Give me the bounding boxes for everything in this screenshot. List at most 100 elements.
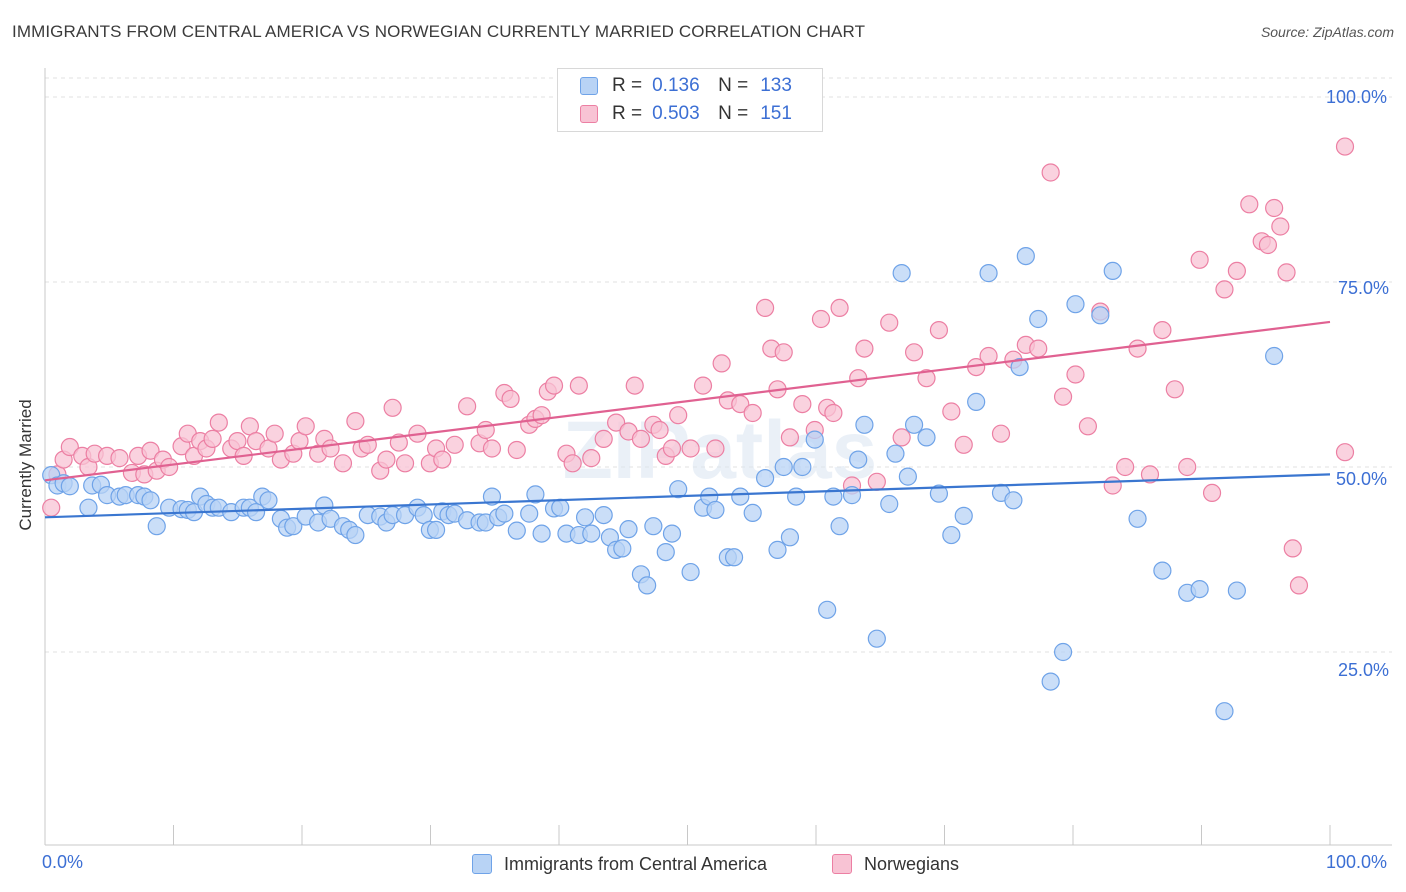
data-point — [662, 524, 682, 543]
bottom-legend-label: Norwegians — [864, 853, 960, 874]
data-point — [644, 517, 663, 536]
data-point — [265, 424, 284, 443]
data-point — [520, 504, 539, 523]
data-point — [532, 406, 551, 425]
data-point — [1016, 247, 1035, 266]
data-point — [395, 454, 415, 473]
data-point — [259, 491, 278, 510]
data-point — [1265, 346, 1284, 366]
data-point — [755, 298, 775, 317]
data-point — [774, 457, 793, 477]
data-point — [1190, 579, 1209, 599]
data-point — [818, 600, 837, 619]
data-point — [917, 369, 936, 388]
data-point — [662, 439, 682, 458]
data-point — [377, 450, 396, 469]
data-point — [141, 491, 160, 510]
data-point — [79, 498, 98, 517]
data-point — [526, 485, 545, 504]
data-point — [830, 517, 849, 536]
y-tick-label-50: 50.0% — [1336, 469, 1388, 489]
data-point — [780, 428, 800, 447]
data-point — [544, 376, 564, 395]
data-point — [1215, 280, 1234, 299]
data-point — [855, 415, 874, 434]
data-point — [445, 435, 464, 454]
data-point — [1128, 509, 1147, 528]
data-point — [793, 395, 812, 414]
data-point — [631, 429, 651, 448]
legend-r-label: R = — [612, 75, 643, 96]
data-point — [110, 449, 129, 468]
data-point — [501, 389, 520, 409]
data-point — [787, 487, 806, 506]
x-tick-label-min: 0.0% — [42, 852, 84, 872]
y-tick-label-100: 100.0% — [1326, 87, 1388, 107]
data-point — [904, 343, 924, 362]
data-point — [1153, 321, 1172, 340]
data-point — [1178, 457, 1197, 477]
data-point — [582, 449, 601, 468]
bottom-legend-central-america: Immigrants from Central America — [472, 852, 767, 876]
bottom-legend-swatch-blue — [472, 854, 492, 874]
data-point — [1140, 465, 1160, 484]
data-point — [426, 520, 446, 540]
data-point — [669, 480, 688, 499]
legend-r-label: R = — [612, 103, 643, 124]
legend-n-label: N = — [718, 103, 749, 124]
data-point — [768, 540, 787, 559]
data-point — [712, 354, 731, 373]
data-point — [141, 441, 160, 460]
data-point — [575, 508, 595, 527]
data-point — [830, 298, 849, 317]
data-point — [724, 548, 744, 567]
data-point — [346, 412, 365, 431]
data-point — [1066, 295, 1085, 314]
data-point — [563, 454, 582, 473]
data-point — [1283, 539, 1302, 558]
data-point — [482, 439, 502, 458]
data-point — [892, 428, 911, 447]
data-point — [849, 450, 868, 469]
bottom-legend-norwegians: Norwegians — [832, 852, 959, 876]
data-point — [904, 415, 924, 434]
data-point — [880, 313, 899, 332]
data-point — [1029, 309, 1048, 329]
data-point — [296, 417, 315, 436]
data-point — [203, 429, 222, 448]
data-point — [867, 629, 886, 648]
data-point — [1041, 672, 1060, 691]
legend-n-value: 133 — [760, 75, 792, 96]
data-point — [60, 437, 79, 457]
data-point — [681, 562, 700, 582]
y-tick-label-25: 25.0% — [1338, 660, 1390, 680]
data-point — [755, 469, 775, 488]
data-point — [880, 494, 899, 514]
data-point — [476, 420, 495, 440]
bottom-legend-label: Immigrants from Central America — [504, 853, 768, 874]
data-point — [1227, 261, 1246, 280]
legend-row-norwegians: R = 0.503 N = 151 — [580, 102, 792, 126]
data-point — [929, 484, 949, 503]
data-point — [1029, 339, 1048, 358]
data-point — [669, 406, 688, 425]
data-point — [1289, 576, 1309, 595]
series-norwegians — [42, 137, 1355, 595]
data-point — [1258, 235, 1278, 255]
data-point — [209, 413, 228, 432]
data-point — [594, 505, 613, 525]
data-point — [867, 472, 886, 491]
legend-row-central-america: R = 0.136 N = 133 — [580, 74, 792, 98]
data-point — [849, 369, 868, 388]
data-point — [594, 429, 613, 448]
data-point — [942, 402, 961, 421]
data-point — [681, 439, 700, 458]
data-point — [607, 413, 626, 432]
data-point — [625, 376, 644, 395]
trend-line-norwegians — [44, 320, 1331, 482]
data-point — [160, 457, 179, 477]
data-point — [1078, 417, 1097, 436]
data-point — [1265, 198, 1284, 218]
data-point — [1010, 358, 1029, 377]
